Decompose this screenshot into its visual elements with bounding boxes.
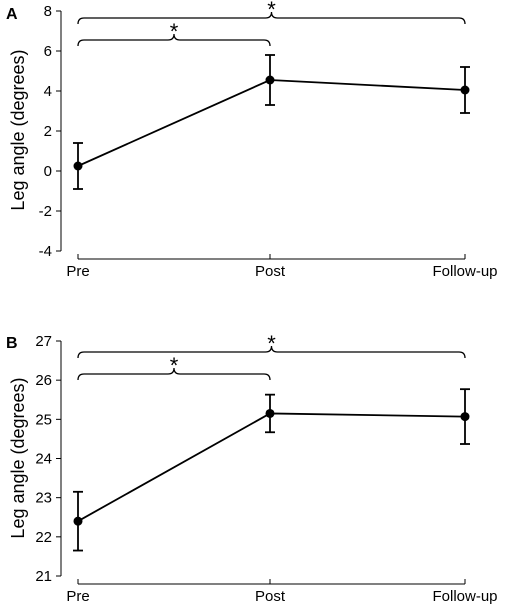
significance-brace bbox=[77, 11, 466, 25]
y-tick-label: -4 bbox=[39, 243, 52, 260]
data-point bbox=[460, 412, 470, 422]
y-axis-label: Leg angle (degrees) bbox=[8, 49, 28, 210]
y-tick-label: 6 bbox=[44, 43, 52, 60]
x-tick-label: Follow-up bbox=[432, 263, 497, 280]
y-tick-label: 27 bbox=[35, 333, 52, 350]
chart-panel-a: A -4 -2 0 2 4 6 8 Pre Post Follow-up Leg angle (deg… bbox=[6, 0, 498, 280]
series-line bbox=[77, 412, 466, 522]
y-tick-label: 21 bbox=[35, 568, 52, 585]
y-tick-label: 4 bbox=[44, 83, 52, 100]
y-tick-label: 25 bbox=[35, 411, 52, 428]
panel-label: A bbox=[6, 6, 18, 23]
y-tick-label: 26 bbox=[35, 372, 52, 389]
data-point bbox=[73, 161, 83, 171]
series-line bbox=[77, 79, 466, 167]
y-axis-label: Leg angle (degrees) bbox=[8, 377, 28, 538]
x-tick-label: Follow-up bbox=[432, 588, 497, 605]
data-point bbox=[460, 85, 470, 95]
data-point bbox=[73, 516, 83, 526]
x-tick-label: Pre bbox=[66, 263, 89, 280]
significance-star: * bbox=[267, 0, 276, 22]
y-tick-label: 2 bbox=[44, 123, 52, 140]
x-tick-label: Pre bbox=[66, 588, 89, 605]
data-point bbox=[265, 75, 275, 85]
y-tick-label: 24 bbox=[35, 451, 52, 468]
significance-star: * bbox=[170, 19, 179, 44]
panel-label: B bbox=[6, 335, 18, 352]
data-point bbox=[265, 408, 275, 418]
y-tick-label: 0 bbox=[44, 163, 52, 180]
y-tick-label: 23 bbox=[35, 490, 52, 507]
x-tick-label: Post bbox=[255, 588, 286, 605]
y-tick-label: -2 bbox=[39, 203, 52, 220]
significance-star: * bbox=[170, 353, 179, 378]
significance-brace bbox=[77, 345, 466, 359]
y-tick-label: 8 bbox=[44, 3, 52, 20]
x-tick-label: Post bbox=[255, 263, 286, 280]
y-tick-label: 22 bbox=[35, 529, 52, 546]
significance-star: * bbox=[267, 331, 276, 356]
significance-brace bbox=[77, 367, 271, 381]
chart-panel-b: B 21 22 23 24 25 26 27 Pre Post Follow-up Leg angle… bbox=[6, 331, 498, 605]
significance-brace bbox=[77, 33, 271, 47]
